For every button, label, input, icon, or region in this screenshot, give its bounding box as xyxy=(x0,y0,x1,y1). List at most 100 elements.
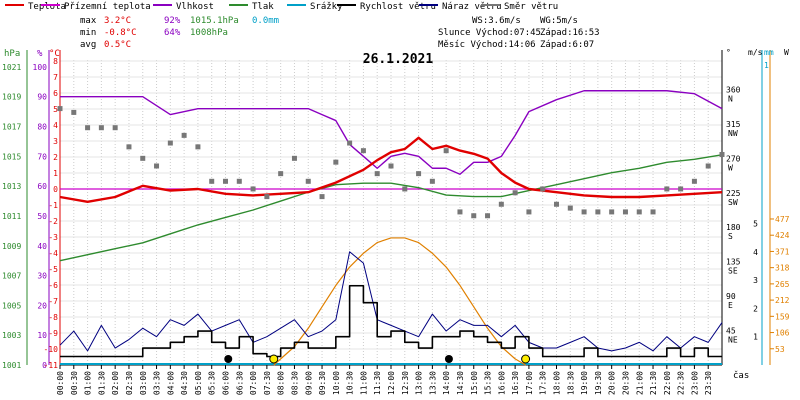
temperature-tick-label: 5 xyxy=(53,105,58,114)
x-tick-label: 05:00 xyxy=(194,371,203,395)
sunrise-marker xyxy=(269,354,279,364)
stat-value: 64% xyxy=(164,28,181,38)
wind-dir-compass-label: N xyxy=(728,94,733,103)
wind-dir-tick-label: 45 xyxy=(726,327,736,336)
humidity-tick-label: 90 xyxy=(37,93,47,102)
wind-direction-point xyxy=(112,125,118,131)
series-temperature xyxy=(59,136,723,203)
x-tick-label: 11:00 xyxy=(359,371,368,395)
solar-tick-label: 477 xyxy=(775,215,790,224)
wind-dir-tick-label: 315 xyxy=(726,120,741,129)
stat-value: 0.0mm xyxy=(252,16,279,26)
x-tick-label: 02:30 xyxy=(125,371,134,395)
solar-tick-label: 53 xyxy=(775,345,785,354)
x-tick-label: 07:00 xyxy=(249,371,258,395)
series-humidity xyxy=(60,90,723,175)
wind-direction-point xyxy=(429,178,435,184)
temperature-tick-label: 6 xyxy=(53,89,58,98)
wind-direction-point xyxy=(291,155,297,161)
x-tick-label: 08:30 xyxy=(290,371,299,395)
rain-unit: mm xyxy=(764,48,774,57)
x-tick-label: 18:30 xyxy=(566,371,575,395)
stat-value: 1015.1hPa xyxy=(190,16,239,26)
legend-label: Tlak xyxy=(252,2,274,12)
wind-direction-point xyxy=(360,148,366,154)
temperature-unit: °C xyxy=(49,49,60,59)
temperature-tick-label: 1 xyxy=(53,169,58,178)
humidity-unit: % xyxy=(37,49,43,59)
wind-direction-point xyxy=(485,213,491,219)
wind-dir-tick-label: 135 xyxy=(726,258,741,267)
wind-dir-unit: ° xyxy=(726,48,731,57)
solar-tick-label: 371 xyxy=(775,247,790,256)
wind-direction-point xyxy=(126,144,132,150)
temperature-tick-label: 3 xyxy=(53,137,58,146)
x-tick-label: 12:00 xyxy=(387,371,396,395)
wind-direction-point xyxy=(154,163,160,169)
temperature-tick-label: 4 xyxy=(53,121,58,130)
humidity-tick-label: 40 xyxy=(37,242,47,251)
wind-direction-point xyxy=(181,132,187,138)
x-tick-label: 07:30 xyxy=(263,371,272,395)
temperature-tick-label: -1 xyxy=(48,201,58,210)
wind-direction-point xyxy=(678,186,684,192)
wind-dir-compass-label: E xyxy=(728,301,733,310)
wind-direction-point xyxy=(388,163,394,169)
pressure-tick-label: 1015 xyxy=(2,152,21,161)
axes: 00:00 00:30 01:00 01:30 02:00 02:30 03:00 03:30… xyxy=(2,48,790,395)
solar-tick-label: 424 xyxy=(775,231,790,240)
series-pressure xyxy=(59,154,723,262)
wind-direction-point xyxy=(250,186,256,192)
wind-direction-point xyxy=(140,155,146,161)
x-tick-label: 03:30 xyxy=(153,371,162,395)
legend-label: Teplota xyxy=(28,2,66,12)
wind-speed-tick-label: 2 xyxy=(753,304,758,313)
humidity-tick-label: 60 xyxy=(37,182,47,191)
wind-dir-tick-label: 90 xyxy=(726,292,736,301)
pressure-tick-label: 1017 xyxy=(2,123,21,132)
wind-direction-point xyxy=(209,178,215,184)
wind-direction-point xyxy=(195,144,201,150)
stat-value: 0.5°C xyxy=(104,40,131,50)
temperature-tick-label: 7 xyxy=(53,73,58,82)
wind-direction-point xyxy=(223,178,228,184)
x-tick-label: 21:00 xyxy=(635,371,644,395)
wind-speed-tick-label: 4 xyxy=(753,248,758,257)
grid xyxy=(59,60,722,366)
stat-value: Západ:16:53 xyxy=(540,28,600,38)
x-tick-label: 13:00 xyxy=(415,371,424,395)
temperature-tick-label: -7 xyxy=(48,297,58,306)
x-tick-label: 11:30 xyxy=(373,371,382,395)
wind-direction-point xyxy=(498,201,504,207)
sunset-marker xyxy=(521,354,531,364)
x-tick-label: 18:00 xyxy=(553,371,562,395)
humidity-tick-label: 10 xyxy=(37,331,47,340)
x-tick-label: 03:00 xyxy=(139,371,148,395)
humidity-tick-label: 100 xyxy=(33,63,48,72)
moonset-marker xyxy=(224,355,233,363)
x-tick-label: 04:00 xyxy=(166,371,175,395)
x-tick-label: 12:30 xyxy=(401,371,410,395)
wind-direction-point xyxy=(691,178,697,184)
wind-direction-point xyxy=(71,109,77,115)
wind-dir-compass-label: SW xyxy=(728,198,738,207)
x-tick-label: 00:30 xyxy=(70,371,79,395)
temperature-tick-label: -5 xyxy=(48,265,58,274)
solar-tick-label: 159 xyxy=(775,312,790,321)
wind-direction-point xyxy=(540,186,546,192)
x-tick-label: 09:00 xyxy=(304,371,313,395)
stat-label: min xyxy=(80,28,96,38)
x-tick-label: 14:00 xyxy=(442,371,451,395)
temperature-tick-label: -9 xyxy=(48,329,58,338)
wind-direction-point xyxy=(278,171,284,177)
pressure-tick-label: 1021 xyxy=(2,63,21,72)
temperature-tick-label: -6 xyxy=(48,281,58,290)
x-tick-label: 20:30 xyxy=(621,371,630,395)
temperature-tick-label: -4 xyxy=(48,249,58,258)
x-tick-label: 13:30 xyxy=(428,371,437,395)
x-tick-label: 15:00 xyxy=(470,371,479,395)
wind-dir-tick-label: 270 xyxy=(726,154,741,163)
wind-direction-point xyxy=(512,190,518,196)
wind-direction-point xyxy=(236,178,242,184)
